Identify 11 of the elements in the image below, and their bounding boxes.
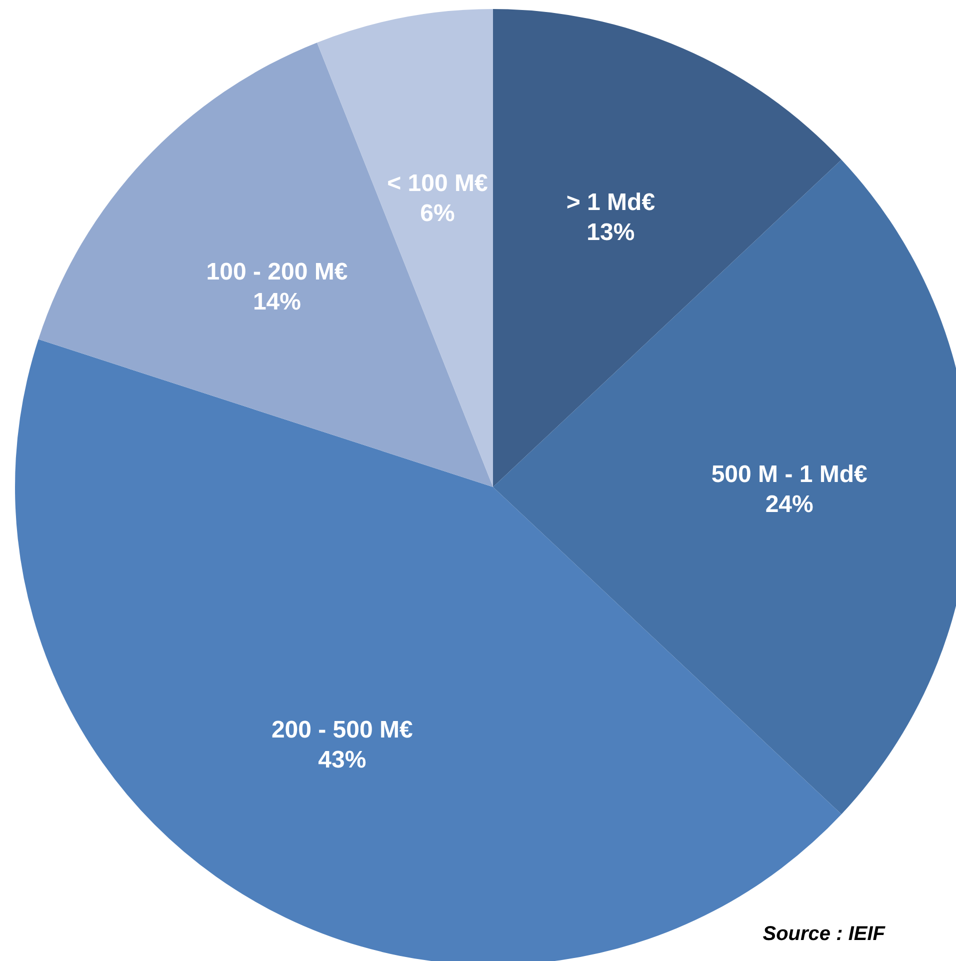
- slice-label: 100 - 200 M€: [206, 258, 348, 286]
- source-note: Source : IEIF: [762, 923, 886, 945]
- data-label: 43%: [318, 746, 366, 774]
- slice-label: 200 - 500 M€: [271, 716, 413, 744]
- slice-label: < 100 M€: [387, 170, 488, 198]
- slice-label: > 1 Md€: [566, 189, 656, 216]
- data-label: 14%: [252, 288, 301, 316]
- data-label: 24%: [765, 491, 814, 518]
- data-label: 6%: [420, 200, 455, 228]
- data-label: 13%: [586, 219, 635, 246]
- slice-label: 500 M - 1 Md€: [711, 461, 868, 488]
